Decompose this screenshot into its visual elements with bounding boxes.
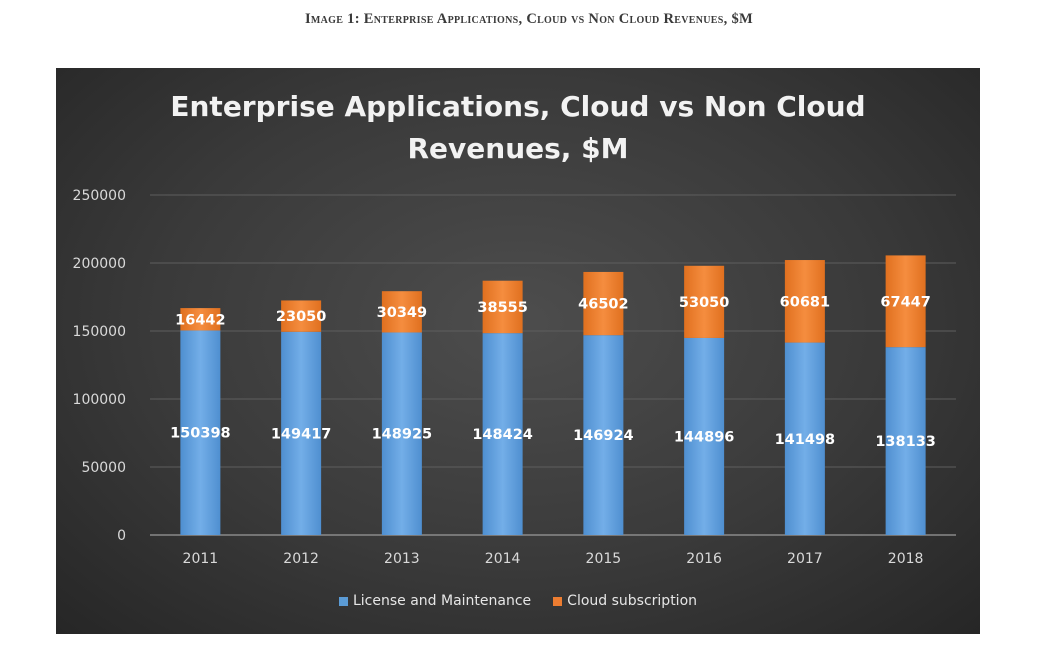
data-label-license: 149417 bbox=[271, 426, 332, 442]
y-tick-label: 0 bbox=[117, 528, 126, 544]
x-tick-label: 2016 bbox=[686, 551, 722, 567]
legend-swatch-license bbox=[338, 596, 348, 606]
data-label-cloud: 23050 bbox=[276, 309, 326, 325]
bar-cloud bbox=[583, 271, 624, 336]
y-tick-label: 100000 bbox=[73, 392, 126, 408]
y-tick-label: 50000 bbox=[81, 460, 126, 476]
bar-license bbox=[381, 332, 422, 535]
legend-item-cloud: Cloud subscription bbox=[553, 593, 697, 609]
x-tick-label: 2018 bbox=[888, 551, 924, 567]
y-tick-label: 250000 bbox=[73, 188, 126, 204]
bar-cloud bbox=[482, 280, 523, 334]
legend-swatch-cloud bbox=[553, 596, 563, 606]
x-tick-label: 2017 bbox=[787, 551, 823, 567]
chart-legend: License and Maintenance Cloud subscripti… bbox=[56, 593, 980, 609]
data-label-cloud: 60681 bbox=[780, 294, 830, 310]
data-label-license: 138133 bbox=[875, 434, 936, 450]
data-label-license: 148424 bbox=[472, 427, 533, 443]
bar-license bbox=[180, 330, 221, 535]
data-label-cloud: 30349 bbox=[377, 305, 427, 321]
bar-cloud bbox=[784, 260, 825, 343]
legend-label-license: License and Maintenance bbox=[352, 593, 532, 609]
data-label-cloud: 46502 bbox=[578, 297, 628, 313]
bar-cloud bbox=[381, 291, 422, 333]
x-tick-label: 2013 bbox=[384, 551, 420, 567]
bar-license bbox=[885, 347, 926, 535]
data-label-cloud: 38555 bbox=[477, 300, 527, 316]
data-label-license: 146924 bbox=[573, 428, 634, 444]
x-tick-label: 2015 bbox=[586, 551, 622, 567]
bar-license bbox=[583, 335, 624, 535]
y-tick-label: 150000 bbox=[73, 324, 126, 340]
data-label-cloud: 67447 bbox=[880, 294, 930, 310]
bar-cloud bbox=[281, 300, 322, 332]
bar-license bbox=[281, 331, 322, 535]
bar-license bbox=[784, 342, 825, 535]
data-label-cloud: 53050 bbox=[679, 295, 729, 311]
x-tick-label: 2012 bbox=[283, 551, 319, 567]
legend-label-cloud: Cloud subscription bbox=[567, 593, 698, 609]
data-label-license: 141498 bbox=[775, 432, 836, 448]
chart-container: Enterprise Applications, Cloud vs Non Cl… bbox=[56, 68, 980, 634]
data-label-license: 148925 bbox=[372, 427, 433, 443]
data-label-license: 150398 bbox=[170, 426, 231, 442]
bar-cloud bbox=[180, 308, 221, 331]
chart-plot: 0 50000 100000 150000 200000 250000 150398 1644… bbox=[73, 188, 956, 567]
data-label-license: 144896 bbox=[674, 429, 735, 445]
bar-cloud bbox=[885, 255, 926, 348]
bar-cloud bbox=[684, 265, 725, 338]
x-tick-label: 2014 bbox=[485, 551, 521, 567]
bar-license bbox=[684, 337, 725, 535]
figure-caption: Image 1: Enterprise Applications, Cloud … bbox=[304, 11, 753, 27]
data-label-cloud: 16442 bbox=[175, 312, 225, 328]
legend-item-license: License and Maintenance bbox=[338, 593, 532, 609]
bar-license bbox=[482, 333, 523, 535]
y-tick-label: 200000 bbox=[73, 256, 126, 272]
chart-title: Enterprise Applications, Cloud vs Non Cl… bbox=[170, 90, 866, 165]
x-tick-label: 2011 bbox=[183, 551, 219, 567]
